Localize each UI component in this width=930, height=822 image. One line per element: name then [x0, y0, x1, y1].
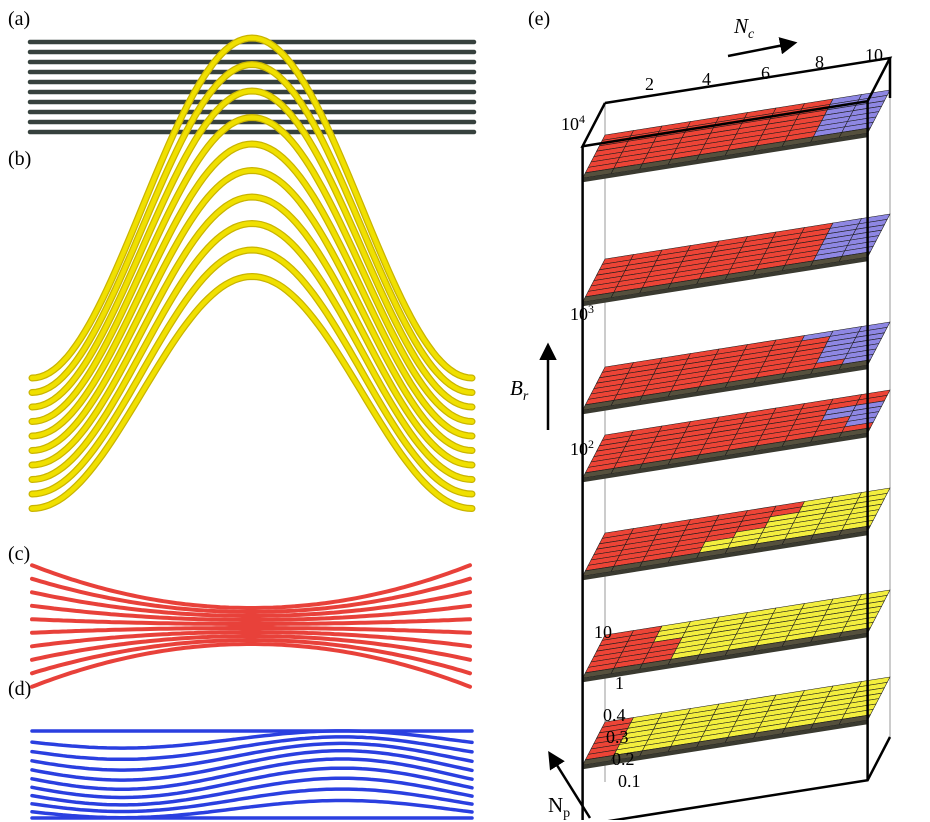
np-tick: 0.3 [606, 727, 629, 747]
layer-edge [582, 133, 868, 183]
fiber [30, 563, 472, 610]
axis-arrows [539, 37, 798, 819]
fiber [29, 221, 475, 482]
fiber [30, 626, 472, 635]
phase-layer [582, 389, 891, 483]
fiber [29, 115, 475, 424]
br-tick: 1 [615, 673, 624, 693]
nc-axis-label: Nc [734, 14, 755, 43]
fiber [30, 749, 474, 782]
nc-tick: 10 [865, 45, 883, 65]
fiber [30, 766, 474, 800]
np-axis-arrow [548, 751, 592, 819]
fiber [30, 630, 472, 649]
panel-d-fibers [30, 729, 474, 820]
fiber [30, 776, 474, 807]
phase-diagram-layers [582, 89, 891, 770]
nc-tick: 4 [702, 69, 711, 89]
phase-layer [582, 89, 891, 183]
br-tick: 102 [570, 437, 594, 459]
panel-label-e: (e) [528, 8, 551, 30]
fiber [29, 168, 475, 453]
nc-axis-arrow [727, 37, 798, 58]
panel-label-b: (b) [8, 148, 32, 170]
phase-layer [582, 321, 891, 415]
br-tick: 104 [561, 112, 585, 134]
fiber [30, 617, 472, 626]
br-tick: 103 [570, 302, 594, 324]
panel-label-d: (d) [8, 678, 32, 700]
layer-edge [582, 433, 868, 483]
layer-edge [582, 257, 868, 307]
phase-layer [582, 487, 891, 581]
fiber [29, 141, 475, 439]
br-tick: 10 [594, 622, 612, 642]
fiber [30, 735, 474, 762]
br-axis-label: Br [510, 376, 529, 405]
layer-edge [582, 720, 868, 770]
fiber [30, 741, 474, 772]
fiber [29, 247, 475, 497]
np-tick: 0.4 [603, 705, 626, 725]
fiber [30, 634, 472, 662]
panel-c-fibers [30, 563, 472, 689]
fiber [29, 35, 475, 381]
fiber [30, 729, 474, 750]
nc-tick: 2 [645, 74, 654, 94]
np-tick: 0.1 [618, 771, 641, 791]
np-axis-label: Np [548, 793, 571, 822]
fiber [29, 88, 475, 410]
fiber [30, 757, 474, 791]
fiber [29, 62, 475, 395]
layer-edge [582, 633, 868, 683]
panel-b-fibers [28, 34, 476, 512]
fiber [30, 787, 474, 814]
fiber [30, 576, 472, 614]
phase-layer [582, 213, 891, 307]
fiber [30, 603, 472, 622]
fiber [29, 274, 475, 511]
nc-tick: 6 [761, 63, 770, 83]
box-edge [607, 736, 892, 820]
panel-label-a: (a) [8, 8, 31, 30]
layer-edge [582, 365, 868, 415]
nc-tick: 8 [815, 52, 824, 72]
fiber [30, 642, 472, 689]
fiber [29, 194, 475, 468]
fiber [30, 638, 472, 676]
panel-label-c: (c) [8, 543, 31, 565]
np-tick: 0.2 [612, 749, 635, 769]
fiber [30, 590, 472, 618]
layer-edge [582, 531, 868, 581]
phase-layer [582, 589, 891, 683]
phase-box-front-edges [580, 56, 893, 820]
